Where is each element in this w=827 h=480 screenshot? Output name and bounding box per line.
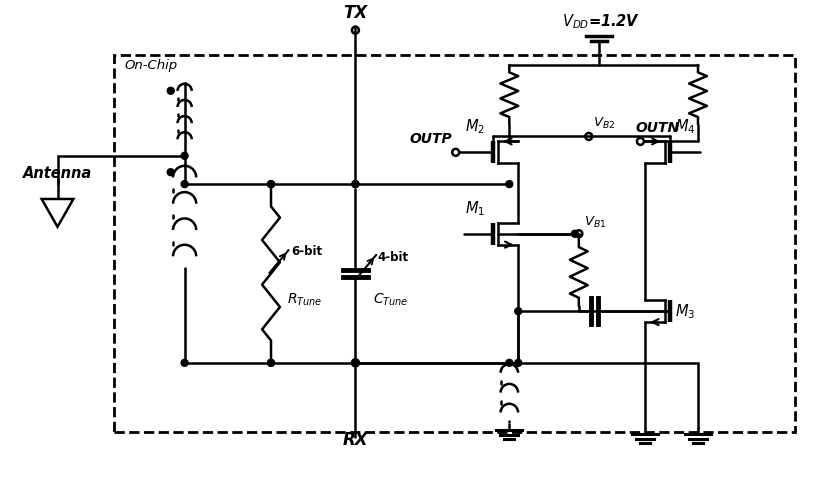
Circle shape	[352, 360, 359, 366]
Circle shape	[267, 180, 275, 188]
Circle shape	[267, 360, 275, 366]
Text: $V_{DD}$=1.2V: $V_{DD}$=1.2V	[562, 12, 639, 31]
Circle shape	[167, 168, 174, 176]
Circle shape	[267, 180, 275, 188]
Text: 4-bit: 4-bit	[377, 251, 409, 264]
Text: $V_{B2}$: $V_{B2}$	[593, 116, 615, 132]
Text: OUTP: OUTP	[409, 132, 452, 146]
Text: Antenna: Antenna	[23, 166, 92, 181]
Bar	[114, 55, 796, 432]
Circle shape	[506, 180, 513, 188]
Circle shape	[181, 152, 188, 159]
Circle shape	[514, 360, 522, 366]
Circle shape	[267, 360, 275, 366]
Circle shape	[571, 230, 578, 237]
Circle shape	[181, 180, 188, 188]
Text: $C_{Tune}$: $C_{Tune}$	[373, 291, 409, 308]
Text: $M_4$: $M_4$	[675, 118, 696, 136]
Circle shape	[352, 180, 359, 188]
Text: $R_{Tune}$: $R_{Tune}$	[287, 291, 323, 308]
Text: $M_1$: $M_1$	[466, 199, 485, 218]
Circle shape	[514, 308, 522, 315]
Text: TX: TX	[343, 4, 367, 22]
Text: $M_2$: $M_2$	[466, 118, 485, 136]
Circle shape	[352, 180, 359, 188]
Text: RX: RX	[342, 431, 368, 449]
Circle shape	[181, 360, 188, 366]
Circle shape	[506, 360, 513, 366]
Text: OUTN: OUTN	[635, 121, 680, 135]
Text: 6-bit: 6-bit	[291, 245, 322, 258]
Circle shape	[167, 87, 174, 94]
Text: $M_3$: $M_3$	[675, 302, 696, 321]
Text: $V_{B1}$: $V_{B1}$	[584, 215, 606, 230]
Text: On-Chip: On-Chip	[124, 59, 177, 72]
